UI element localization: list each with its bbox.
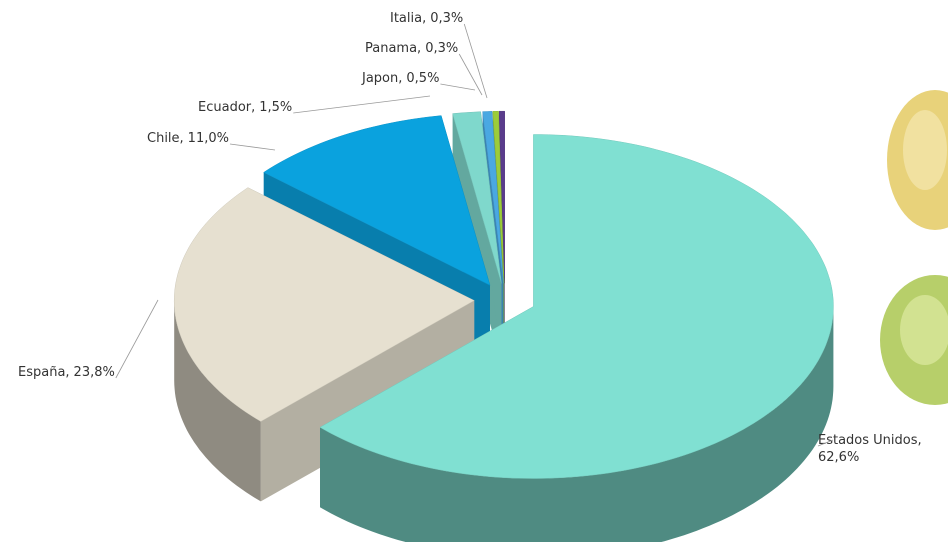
slice [498, 110, 505, 284]
slice-outer-wall [174, 300, 261, 502]
slice [319, 134, 834, 479]
data-label: Panama, 0,3% [365, 41, 458, 56]
slice-outer-wall [320, 306, 834, 542]
slice [319, 134, 834, 542]
label-category: Italia, [390, 11, 426, 26]
leader-line [115, 299, 159, 379]
leader-line [440, 83, 476, 91]
leader-line [458, 53, 483, 96]
label-value: 1,5% [259, 100, 292, 115]
leader-line [229, 143, 276, 151]
label-category: Panama, [365, 41, 421, 56]
slice [482, 111, 504, 284]
label-category: Chile, [147, 131, 184, 146]
data-label: Japon, 0,5% [361, 71, 439, 86]
photo [880, 90, 948, 405]
leader-line [817, 439, 834, 447]
leader-line [293, 95, 431, 114]
label-value: 23,8% [74, 365, 115, 380]
slice [173, 187, 475, 422]
label-category: Ecuador, [198, 100, 255, 115]
label-value: 0,5% [406, 71, 439, 86]
data-label: Estados Unidos, 62,6% [818, 433, 922, 465]
label-category: Japon, [361, 71, 402, 86]
label-value: 0,3% [425, 41, 458, 56]
data-label: Chile, 11,0% [147, 131, 229, 146]
data-label: España, 23,8% [18, 365, 115, 380]
leader-line [463, 23, 488, 99]
label-category: España, [18, 365, 70, 380]
slice [173, 187, 475, 502]
label-value: 62,6% [818, 450, 859, 465]
label-value: 0,3% [430, 11, 463, 26]
slice [452, 111, 502, 284]
slice [263, 115, 491, 286]
data-label: Ecuador, 1,5% [198, 100, 292, 115]
label-value: 11,0% [188, 131, 229, 146]
label-category: Estados Unidos, [818, 433, 922, 448]
slice [492, 110, 505, 284]
data-label: Italia, 0,3% [390, 11, 463, 26]
